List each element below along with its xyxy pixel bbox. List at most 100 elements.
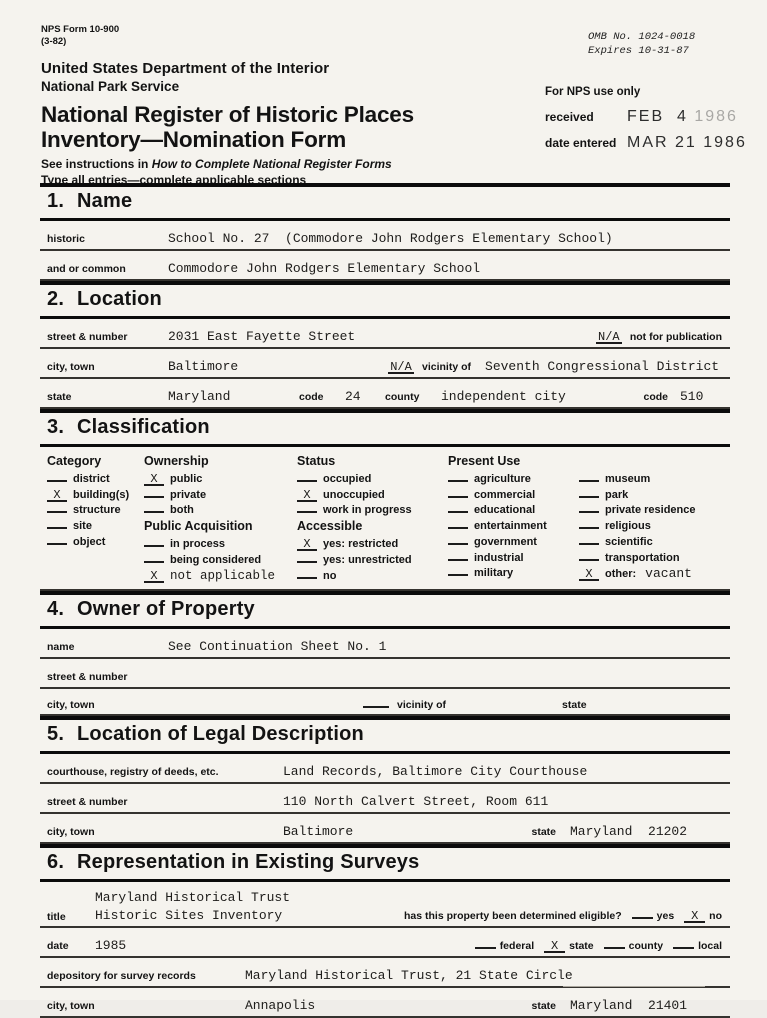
date-entered-stamp: MAR 21 1986	[627, 134, 747, 151]
county-code-label: code	[643, 391, 668, 403]
section-4-heading: 4. Owner of Property	[40, 591, 730, 630]
legal-city-value: Baltimore	[283, 824, 354, 840]
section-5-heading: 5. Location of Legal Description	[40, 716, 730, 755]
present-use-column-2: museum park private residence religious …	[579, 454, 729, 584]
congressional-district-value: Seventh Congressional District	[485, 359, 720, 374]
section-6-heading: 6. Representation in Existing Surveys	[40, 844, 730, 883]
instructions-line1: See instructions in How to Complete Nati…	[41, 157, 392, 171]
state-level-label: state	[569, 940, 594, 953]
county-label: county	[385, 391, 420, 403]
local-label: local	[698, 940, 722, 953]
field-row-street: street & number 2031 East Fayette Street…	[40, 319, 730, 349]
eligible-yes-blank	[631, 917, 653, 920]
nps-use-only-label: For NPS use only	[545, 86, 641, 98]
other-value: vacant	[645, 566, 692, 582]
checkbox-agriculture: agriculture	[448, 472, 579, 487]
checkbox-both: both	[144, 503, 297, 518]
field-row-owner-city: city, town vicinity of state	[40, 689, 730, 717]
vicinity-label: vicinity of	[422, 361, 472, 373]
accessible-header: Accessible	[297, 519, 363, 534]
page-title-line2: Inventory—Nomination Form	[41, 127, 347, 153]
common-name-label: and or common	[47, 263, 126, 275]
survey-state-value: Maryland 21401	[570, 998, 688, 1014]
checkbox-district: district	[47, 472, 144, 487]
eligible-group: has this property been determined eligib…	[404, 910, 722, 924]
courthouse-label: courthouse, registry of deeds, etc.	[47, 766, 219, 779]
survey-title-value: Maryland Historical Trust Historic Sites…	[95, 890, 291, 924]
instructions-book-title: How to Complete National Register Forms	[151, 157, 392, 171]
checkbox-yes-unrestricted: yes: unrestricted	[297, 553, 448, 568]
section-3-heading: 3. Classification	[40, 409, 730, 447]
scan-artifact-line	[563, 986, 705, 987]
survey-title-label: title	[47, 911, 66, 924]
form-body: 1. Name historic School No. 27 (Commodore…	[40, 183, 730, 1018]
state-level-blank: X	[544, 940, 566, 954]
street-label: street & number	[47, 331, 128, 343]
present-use-column-1: Present Use agriculture commercial educa…	[448, 454, 579, 584]
checkbox-structure: structure	[47, 503, 144, 518]
vicinity-blank: N/A	[388, 361, 414, 374]
section-1-heading: 1. Name	[40, 183, 730, 221]
field-row-legal-street: street & number 110 North Calvert Street…	[40, 784, 730, 815]
date-entered-row: date entered MAR 21 1986	[545, 134, 760, 152]
received-date-stamp: FEB 4 1986	[627, 108, 738, 125]
agency-title: National Park Service	[41, 79, 180, 94]
local-blank	[673, 947, 695, 950]
common-name-value: Commodore John Rodgers Elementary School	[168, 261, 481, 276]
survey-date-label: date	[47, 940, 69, 953]
field-row-city: city, town Baltimore N/A vicinity of Sev…	[40, 349, 730, 379]
omb-number: OMB No. 1024-0018 Expires 10-31-87	[588, 30, 695, 58]
city-label: city, town	[47, 361, 95, 373]
survey-state-label: state	[531, 1000, 556, 1013]
checkbox-transportation: transportation	[579, 551, 729, 566]
checkbox-being-considered: being considered	[144, 553, 297, 568]
checkbox-in-process: in process	[144, 537, 297, 552]
checkbox-military: military	[448, 566, 579, 581]
omb-line1: OMB No. 1024-0018	[588, 31, 696, 43]
survey-city-value: Annapolis	[245, 998, 316, 1014]
checkbox-scientific: scientific	[579, 535, 729, 550]
field-row-survey-city: city, town Annapolis state Maryland 2140…	[40, 988, 730, 1018]
checkbox-commercial: commercial	[448, 488, 579, 503]
field-row-owner-street: street & number	[40, 659, 730, 690]
checkbox-entertainment: entertainment	[448, 519, 579, 534]
owner-name-label: name	[47, 641, 75, 654]
historic-label: historic	[47, 233, 85, 245]
owner-vicinity-group: vicinity of	[363, 699, 446, 711]
field-row-common-name: and or common Commodore John Rodgers Ele…	[40, 251, 730, 281]
city-value: Baltimore	[168, 359, 239, 374]
present-use-spacer	[579, 454, 729, 469]
owner-street-value	[168, 669, 176, 684]
state-code-label: code	[299, 391, 324, 403]
ownership-header: Ownership	[144, 454, 209, 468]
present-use-header: Present Use	[448, 454, 521, 468]
eligible-yes-label: yes	[656, 910, 675, 923]
depository-label: depository for survey records	[47, 970, 196, 983]
checkbox-object: object	[47, 535, 144, 550]
legal-state-label: state	[531, 826, 556, 839]
courthouse-value: Land Records, Baltimore City Courthouse	[283, 764, 588, 780]
checkbox-museum: museum	[579, 472, 729, 487]
not-for-publication-group: N/A not for publication	[595, 331, 722, 344]
not-for-publication-label: not for publication	[629, 331, 722, 343]
owner-vicinity-label: vicinity of	[397, 699, 447, 712]
checkbox-work-in-progress: work in progress	[297, 503, 448, 518]
street-value: 2031 East Fayette Street	[168, 329, 356, 344]
county-value: independent city	[441, 389, 566, 404]
checkbox-private-residence: private residence	[579, 503, 729, 518]
field-row-survey-title: title Maryland Historical Trust Historic…	[40, 882, 730, 929]
checkbox-government: government	[448, 535, 579, 550]
owner-city-label: city, town	[47, 699, 95, 712]
state-code-value: 24	[345, 389, 361, 404]
field-row-survey-date: date 1985 federal X state county local	[40, 928, 730, 959]
